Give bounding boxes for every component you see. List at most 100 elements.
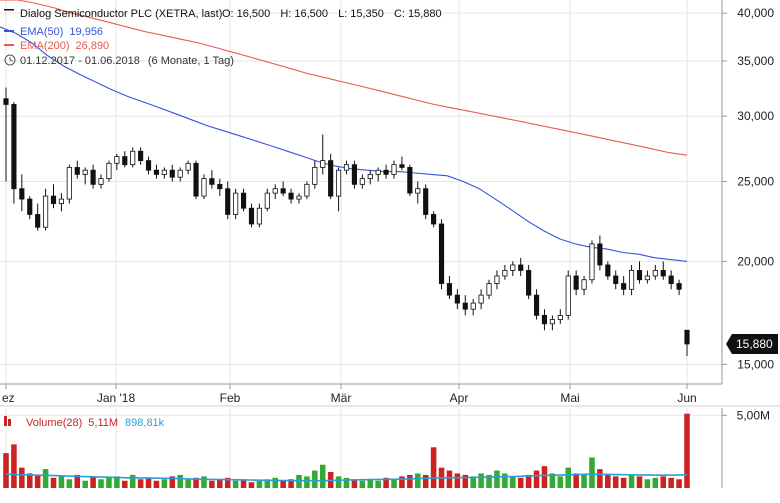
volume-bar	[549, 473, 556, 488]
candle-body-up	[114, 156, 120, 164]
volume-bar	[620, 477, 627, 488]
candle-body-up	[264, 192, 270, 209]
volume-bar	[169, 476, 176, 488]
volume-bar	[42, 469, 49, 488]
candle-body-up	[161, 169, 167, 175]
volume-bar	[446, 470, 453, 488]
candle-body-up	[272, 188, 278, 194]
candle	[328, 153, 334, 200]
candle-body-down	[74, 167, 80, 175]
candle	[383, 164, 389, 179]
volume-bar	[565, 467, 571, 488]
candle-body-down	[668, 275, 674, 284]
volume-bar	[462, 474, 469, 488]
candle	[470, 299, 476, 316]
time-tick-label: Jun	[677, 391, 696, 405]
volume-bar	[668, 477, 674, 488]
candlestick-series	[3, 87, 690, 357]
candle-body-down	[209, 178, 215, 185]
candle-body-up	[43, 195, 49, 228]
candle	[676, 279, 682, 296]
volume-ma-value: 898,81k	[125, 417, 165, 429]
date-range: 01.12.2017 - 01.06.2018	[20, 55, 140, 67]
candle-body-down	[225, 188, 231, 215]
candle-body-down	[454, 294, 460, 304]
candle	[74, 160, 80, 179]
close-label: C:	[394, 8, 405, 20]
volume-bar	[676, 479, 682, 488]
price-tick-label: 15,000	[737, 357, 774, 371]
candle-body-down	[399, 164, 405, 168]
candle	[90, 164, 96, 189]
legend-marker-ema50	[4, 30, 14, 32]
candle-body-up	[304, 183, 310, 197]
candle	[359, 174, 365, 189]
volume-bar	[644, 479, 651, 488]
volume-bar	[161, 479, 168, 488]
volume-bar	[407, 474, 413, 488]
candle	[256, 203, 262, 228]
price-tick-label: 35,000	[737, 54, 774, 68]
chart-legend: Dialog Semiconductor PLC (XETRA, last) O…	[4, 8, 442, 67]
candle	[130, 147, 136, 168]
candle	[541, 309, 548, 331]
volume-label: Volume(28)	[26, 417, 82, 429]
open-value: 16,500	[237, 8, 271, 20]
volume-bar	[209, 480, 215, 488]
candle-body-down	[613, 275, 619, 284]
low-value: 15,350	[350, 8, 384, 20]
candle-body-up	[177, 169, 183, 178]
candle	[122, 151, 128, 168]
candle-body-down	[90, 169, 96, 185]
candle	[668, 270, 674, 290]
candle-body-down	[27, 198, 33, 215]
price-tick-label: 40,000	[737, 6, 774, 20]
candle	[613, 270, 619, 290]
candle	[11, 102, 17, 204]
candle-body-up	[66, 167, 72, 200]
volume-bar	[145, 477, 152, 488]
candle	[153, 164, 160, 179]
candle	[446, 275, 453, 300]
candle	[597, 235, 603, 271]
volume-bar	[399, 476, 405, 488]
volume-bar	[240, 479, 247, 488]
volume-bar	[58, 476, 65, 488]
candle	[201, 174, 207, 200]
ema200-label: EMA(200)	[20, 40, 70, 52]
candle-body-down	[605, 264, 611, 277]
volume-bar	[26, 473, 33, 488]
volume-bar	[201, 476, 207, 488]
volume-bar	[684, 413, 690, 488]
candle	[138, 147, 144, 165]
volume-bar	[19, 467, 25, 488]
candle	[145, 156, 152, 175]
candle	[225, 181, 231, 220]
candle-body-down	[423, 188, 429, 215]
ema200-legend: EMA(200) 26,890	[20, 40, 109, 52]
candle-body-down	[145, 160, 152, 171]
high-value: 16,500	[294, 8, 328, 20]
legend-marker-ema200	[4, 44, 14, 46]
candle-body-down	[169, 169, 175, 178]
candle	[185, 160, 191, 175]
candle	[343, 160, 350, 175]
candle	[486, 279, 492, 300]
price-tick-label: 20,000	[737, 254, 774, 268]
volume-tick-label: 5,00M	[737, 408, 770, 422]
candle	[589, 240, 595, 284]
candle-body-down	[636, 270, 643, 281]
volume-bar	[422, 474, 429, 488]
candle-body-up	[549, 319, 555, 325]
volume-bar	[264, 479, 271, 488]
candle-body-down	[280, 188, 286, 194]
candle-body-up	[470, 302, 476, 310]
candle-body-up	[375, 169, 381, 175]
candle-body-up	[98, 178, 104, 185]
candle	[415, 181, 421, 204]
ema200-series	[0, 0, 688, 156]
volume-bar	[628, 474, 635, 488]
candle	[217, 178, 223, 197]
volume-bar	[90, 476, 96, 488]
